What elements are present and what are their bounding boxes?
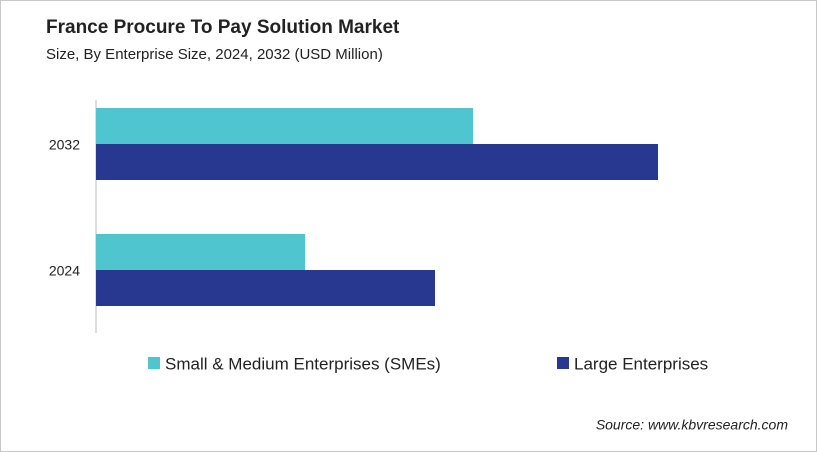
bar	[96, 144, 658, 180]
chart-title: France Procure To Pay Solution Market	[46, 17, 400, 38]
y-tick-label: 2032	[49, 137, 80, 153]
bar	[96, 270, 435, 306]
bar	[96, 234, 305, 270]
legend-label: Large Enterprises	[574, 354, 708, 373]
bar	[96, 108, 473, 144]
y-tick-label: 2024	[49, 263, 80, 279]
chart-subtitle: Size, By Enterprise Size, 2024, 2032 (US…	[46, 46, 383, 63]
source: Source: www.kbvresearch.com	[596, 417, 789, 433]
legend-label: Small & Medium Enterprises (SMEs)	[165, 354, 441, 373]
legend-swatch	[557, 357, 569, 369]
legend-swatch	[148, 357, 160, 369]
